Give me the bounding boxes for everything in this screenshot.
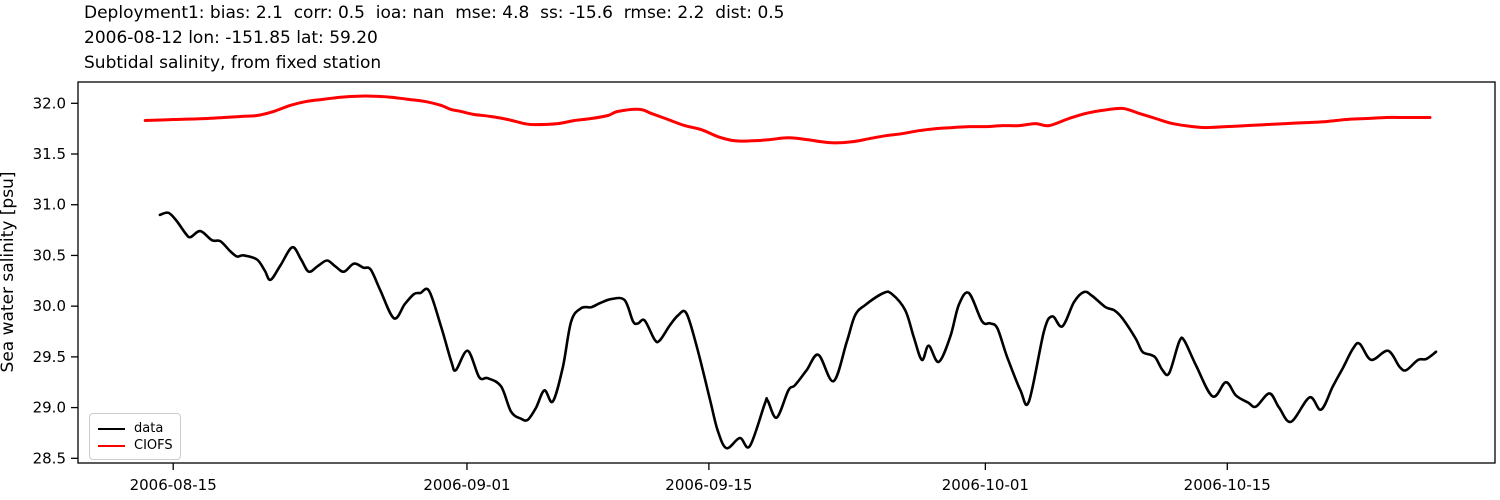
y-tick-label: 31.5 [33, 145, 66, 163]
legend-label-ciofs: CIOFS [134, 438, 173, 453]
y-tick-label: 30.0 [33, 297, 66, 315]
legend-label-data: data [134, 421, 164, 436]
y-tick-label: 32.0 [33, 94, 66, 112]
x-tick-label: 2006-09-15 [665, 476, 752, 494]
legend-entry-data: data [98, 420, 172, 437]
y-tick-label: 31.0 [33, 196, 66, 214]
chart-title-date-location-line: 2006-08-12 lon: -151.85 lat: 59.20 [84, 28, 378, 48]
legend-entry-ciofs: CIOFS [98, 437, 173, 454]
y-axis-label: Sea water salinity [psu] [0, 171, 18, 373]
ciofs-series-line [143, 94, 1432, 145]
x-tick-label: 2006-10-01 [942, 476, 1029, 494]
x-tick-label: 2006-10-15 [1184, 476, 1271, 494]
x-tick-label: 2006-09-01 [423, 476, 510, 494]
y-tick-label: 28.5 [33, 449, 66, 467]
x-tick-label: 2006-08-15 [130, 476, 217, 494]
y-tick-label: 29.0 [33, 399, 66, 417]
axes-spines [77, 81, 1496, 464]
data-series-line [158, 211, 1438, 450]
chart-title-variable-line: Subtidal salinity, from fixed station [84, 53, 382, 73]
legend-box: data CIOFS [89, 413, 181, 460]
chart-title-stats-line: Deployment1: bias: 2.1 corr: 0.5 ioa: na… [84, 3, 785, 23]
y-tick-label: 29.5 [33, 348, 66, 366]
legend-line-swatch-ciofs [98, 444, 125, 447]
legend-line-swatch-data [98, 427, 125, 430]
y-tick-label: 30.5 [33, 246, 66, 264]
